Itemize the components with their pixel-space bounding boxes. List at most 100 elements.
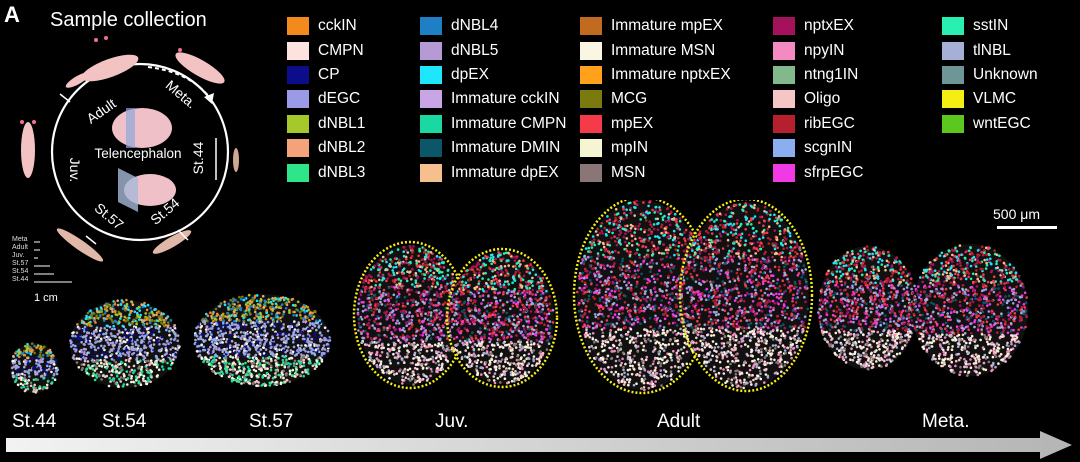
size-legend-st57: St.57 [12, 260, 29, 267]
legend-swatch [773, 41, 795, 60]
legend-item: tlNBL [942, 38, 1038, 62]
legend-swatch [580, 114, 602, 133]
legend-swatch [420, 139, 442, 158]
legend-item: Oligo [773, 87, 863, 111]
section-st57 [193, 293, 332, 387]
legend-swatch [287, 41, 309, 60]
legend-label: sfrpEGC [804, 163, 864, 181]
legend-swatch [580, 163, 602, 182]
legend-swatch [773, 114, 795, 133]
legend-label: dEGC [318, 90, 361, 108]
legend-label: ribEGC [804, 114, 855, 132]
legend-swatch [580, 65, 602, 84]
legend-swatch [287, 163, 309, 182]
lifecycle-ring [50, 62, 230, 242]
legend-swatch [580, 41, 602, 60]
legend-item: ribEGC [773, 112, 863, 136]
legend-label: sstIN [973, 17, 1009, 35]
stage-label-juv: Juv. [435, 411, 469, 432]
legend-swatch [420, 17, 442, 36]
legend-swatch [580, 90, 602, 109]
legend-label: dNBL4 [451, 17, 499, 35]
legend-item: Immature cckIN [420, 87, 566, 111]
section-st54 [69, 298, 181, 388]
legend-swatch [580, 139, 602, 158]
legend-item: mpEX [580, 112, 731, 136]
legend-swatch [420, 114, 442, 133]
size-legend-meta: Meta [12, 236, 28, 243]
cycle-label-st44: St.44 [190, 141, 206, 174]
timeline-arrow [6, 431, 1072, 459]
legend-swatch [287, 65, 309, 84]
legend-item: nptxEX [773, 14, 863, 38]
legend-swatch [773, 90, 795, 109]
legend-item: CP [287, 63, 365, 87]
section-juv-right [445, 247, 559, 389]
legend-label: npyIN [804, 41, 845, 59]
legend-swatch [942, 65, 964, 84]
legend-item: dNBL5 [420, 38, 566, 62]
legend-swatch [420, 41, 442, 60]
legend-item: MSN [580, 160, 731, 184]
scale-bar-label: 500 μm [993, 206, 1040, 222]
legend-column: Immature mpEX Immature MSN Immature nptxEX… [580, 14, 731, 185]
legend-item: dNBL1 [287, 112, 365, 136]
legend-label: Immature nptxEX [611, 65, 731, 83]
brain-adult-icon [112, 108, 172, 148]
legend-swatch [287, 17, 309, 36]
axolotl-st54-icon [152, 230, 192, 254]
legend-label: dpEX [451, 65, 489, 83]
legend-label: Unknown [973, 65, 1038, 83]
legend-label: MCG [611, 90, 648, 108]
size-scale-label: 1 cm [34, 292, 58, 304]
cycle-label-juv: Juv. [67, 158, 83, 183]
legend-swatch [420, 90, 442, 109]
legend-item: Immature CMPN [420, 112, 566, 136]
legend-swatch [773, 163, 795, 182]
legend-item: VLMC [942, 87, 1038, 111]
section-adult-right [678, 200, 814, 393]
size-legend-juv: Juv. [12, 252, 25, 259]
legend-item: sstIN [942, 14, 1038, 38]
axolotl-adult-icon [65, 36, 139, 88]
legend-label: CMPN [318, 41, 364, 59]
section-juv-left [352, 240, 468, 390]
brain-sections [10, 200, 1028, 395]
brain-larva-icon [118, 168, 176, 212]
size-legend-st44: St.44 [12, 276, 29, 283]
legend-swatch [773, 139, 795, 158]
stage-label-st54: St.54 [102, 411, 147, 432]
legend-label: wntEGC [973, 114, 1031, 132]
legend-swatch [287, 114, 309, 133]
legend-item: dpEX [420, 63, 566, 87]
legend-label: Immature mpEX [611, 17, 723, 35]
legend-label: Immature CMPN [451, 114, 567, 132]
legend-label: ntng1IN [804, 65, 859, 83]
legend-swatch [942, 114, 964, 133]
legend-item: npyIN [773, 38, 863, 62]
legend-item: scgnIN [773, 136, 863, 160]
legend-item: ntng1IN [773, 63, 863, 87]
axolotl-meta-icon [175, 48, 225, 84]
legend-swatch [773, 65, 795, 84]
legend-label: cckIN [318, 17, 357, 35]
legend-swatch [420, 65, 442, 84]
legend-item: Immature MSN [580, 38, 731, 62]
legend-swatch [942, 17, 964, 36]
legend-label: dNBL3 [318, 163, 366, 181]
legend-swatch [580, 17, 602, 36]
size-legend-st54: St.54 [12, 268, 29, 275]
sample-collection-title: Sample collection [50, 9, 207, 31]
legend-label: Immature dpEX [451, 163, 559, 181]
legend-column: sstIN tlNBL Unknown VLMC wntEGC [942, 14, 1038, 136]
metamorphosis-arrow [147, 66, 211, 99]
legend-label: Oligo [804, 90, 841, 108]
stage-label-adult: Adult [657, 411, 701, 432]
legend-item: Unknown [942, 63, 1038, 87]
legend-label: CP [318, 65, 340, 83]
legend-label: Immature MSN [611, 41, 716, 59]
legend-item: CMPN [287, 38, 365, 62]
legend-label: Immature cckIN [451, 90, 560, 108]
axolotl-st57-icon [56, 228, 104, 262]
legend-label: MSN [611, 163, 646, 181]
